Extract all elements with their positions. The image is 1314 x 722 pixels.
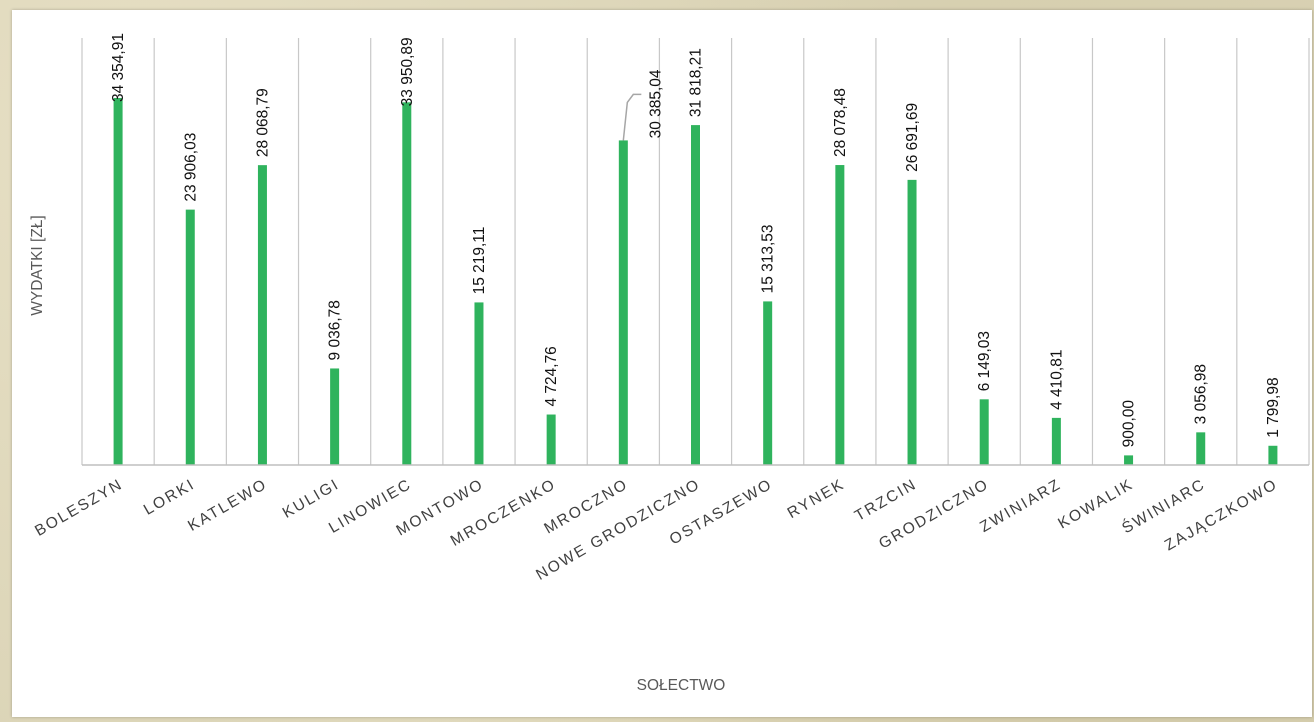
data-label: 15 313,53: [760, 224, 777, 293]
x-tick-label: KULIGI: [280, 476, 343, 522]
chart-card: 34 354,91 23 906,03 28 068,79 9 036,78 33 95…: [12, 10, 1312, 717]
bar: [835, 165, 845, 465]
x-tick-label: ZWINIARZ: [977, 476, 1064, 536]
leader-line: [622, 93, 642, 141]
bar: [330, 368, 340, 465]
bar: [1051, 417, 1061, 465]
x-tick-label: LORKI: [141, 476, 198, 519]
x-tick-label: BOLESZYN: [32, 476, 126, 540]
data-label: 31 818,21: [688, 48, 705, 117]
data-label: 28 078,48: [832, 88, 849, 157]
data-label: 1 799,98: [1265, 377, 1282, 437]
bar: [257, 165, 267, 465]
data-label: 3 056,98: [1193, 364, 1210, 424]
data-labels: 34 354,91 23 906,03 28 068,79 9 036,78 33 95…: [110, 33, 1282, 447]
gridlines: [81, 38, 1310, 465]
data-label: 9 036,78: [327, 300, 344, 360]
bar: [546, 414, 556, 465]
data-label: 23 906,03: [182, 133, 199, 202]
y-axis-title: WYDATKI [ZŁ]: [29, 215, 46, 315]
bar: [1124, 455, 1134, 465]
data-label: 34 354,91: [110, 33, 127, 102]
data-label: 28 068,79: [254, 88, 271, 157]
data-label: 30 385,04: [647, 69, 664, 138]
bar: [1268, 445, 1278, 465]
bar: [474, 302, 484, 465]
data-label: 6 149,03: [976, 331, 993, 391]
bar: [979, 399, 989, 465]
bar-chart: 34 354,91 23 906,03 28 068,79 9 036,78 33 95…: [29, 33, 1310, 694]
x-tick-label: RYNEK: [785, 476, 848, 522]
data-label: 4 410,81: [1048, 350, 1065, 410]
bar: [1196, 432, 1206, 465]
data-label: 4 724,76: [543, 346, 560, 406]
bar: [691, 125, 700, 465]
data-label: 900,00: [1121, 400, 1138, 448]
bar: [402, 102, 412, 466]
bar: [113, 98, 123, 465]
bar: [185, 209, 195, 465]
x-tick-label: KATLEWO: [185, 476, 270, 535]
bar: [907, 179, 917, 466]
data-label: 33 950,89: [399, 37, 416, 106]
x-axis-title: SOŁECTWO: [637, 677, 726, 694]
bar: [763, 301, 773, 465]
data-label: 26 691,69: [904, 103, 921, 172]
bar: [618, 140, 628, 465]
data-label: 15 219,11: [471, 227, 488, 295]
bars: [113, 98, 1278, 466]
